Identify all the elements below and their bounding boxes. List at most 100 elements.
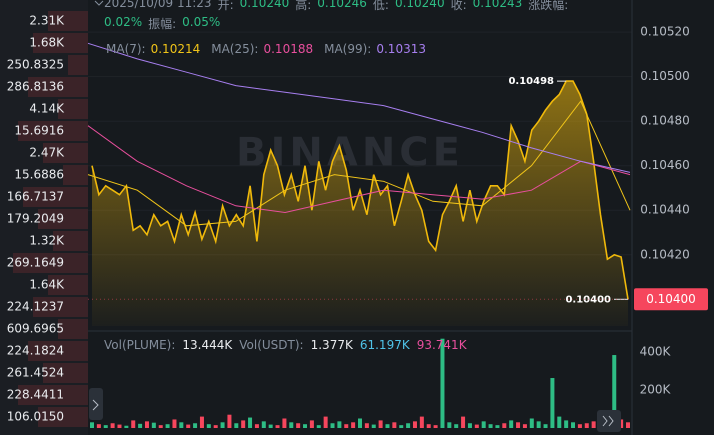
volume-bar [502, 423, 507, 428]
order-amount: 286.8136 [7, 80, 64, 94]
scroll-button[interactable] [597, 410, 621, 432]
volume-legend-item: Vol(PLUME): [104, 338, 176, 352]
volume-bar [461, 416, 466, 428]
volume-bar [399, 425, 404, 428]
volume-bar [323, 416, 328, 428]
value: 0.10246 [317, 0, 367, 10]
ma-legend: MA(7): 0.10214 MA(25): 0.10188 MA(99): 0.1031… [106, 42, 432, 56]
depth-bar [33, 297, 88, 317]
order-amount: 609.6965 [7, 322, 64, 336]
volume-bar [206, 424, 211, 428]
volume-bar [557, 416, 562, 428]
volume-bar [186, 424, 191, 428]
volume-bar [144, 421, 149, 428]
scroll-icon [602, 415, 614, 427]
depth-bar [13, 253, 88, 273]
volume-bar [371, 424, 376, 428]
volume-bar [474, 424, 479, 428]
volume-bar [577, 424, 582, 428]
order-amount: 15.6916 [14, 124, 64, 138]
volume-bar [103, 425, 108, 428]
volume-bar [124, 425, 129, 428]
volume-bar [275, 425, 280, 428]
volume-bar [330, 423, 335, 428]
volume-bar [626, 422, 630, 428]
volume-bar [316, 425, 321, 428]
depth-bar [18, 121, 88, 141]
volume-bar [90, 422, 94, 428]
order-amount: 179.2049 [7, 212, 64, 226]
expand-icon [92, 399, 99, 411]
volume-bar [385, 424, 390, 428]
price-area [92, 81, 628, 326]
depth-bar [43, 363, 88, 383]
volume-bar [447, 422, 452, 428]
collapse-icon[interactable] [94, 0, 104, 6]
volume-bar [96, 424, 101, 428]
y-tick-label: 0.10520 [640, 25, 690, 39]
depth-bar [43, 143, 88, 163]
order-amount: 228.4411 [7, 388, 64, 402]
label: 开: [217, 0, 234, 12]
volume-bar [227, 414, 232, 428]
volume-bar [296, 423, 301, 428]
order-amount: 2.47K [29, 146, 65, 160]
ma-label: MA(7): [106, 42, 146, 56]
order-amount: 106.0150 [7, 410, 64, 424]
depth-bar [38, 407, 88, 427]
depth-bar [53, 231, 88, 251]
volume-bar [193, 423, 198, 428]
volume-bar [213, 425, 218, 428]
volume-bar [529, 418, 534, 428]
volume-bar [488, 424, 493, 428]
volume-bar [467, 423, 472, 428]
volume-bar [344, 424, 349, 428]
ma-line [87, 42, 631, 173]
depth-bar [58, 319, 88, 339]
volume-legend: Vol(PLUME): 13.444K Vol(USDT): 1.377K 61.197… [104, 338, 467, 352]
depth-bar [33, 33, 88, 53]
depth-bar [68, 55, 88, 75]
depth-bar [48, 275, 88, 295]
order-amount: 166.7137 [7, 190, 64, 204]
volume-bar [571, 422, 576, 428]
depth-bar [28, 77, 88, 97]
order-amount: 224.1824 [7, 344, 64, 358]
ma-line [87, 125, 631, 214]
volume-bar [110, 423, 115, 428]
volume-bar [440, 338, 445, 428]
ma-line [87, 100, 631, 227]
volume-bar [406, 423, 411, 428]
ohlc-row-2: 0.02% 振幅: 0.05% [104, 15, 220, 32]
ma-value: 0.10214 [150, 42, 201, 56]
volume-bar [165, 424, 170, 428]
volume-bar [179, 422, 184, 428]
volume-bar [282, 418, 287, 428]
volume-bar [392, 422, 397, 428]
y-tick-label: 0.10440 [640, 203, 690, 217]
ma-value: 0.10313 [376, 42, 426, 56]
volume-bar [481, 421, 486, 428]
volume-bar [309, 420, 314, 428]
datetime: 2025/10/09 11:23 [104, 0, 212, 10]
y-tick-label: 0.10460 [640, 158, 690, 172]
volume-bar [364, 423, 369, 428]
order-amount: 2.31K [29, 14, 65, 28]
value: 0.10240 [394, 0, 445, 10]
volume-legend-item: 13.444K [182, 338, 233, 352]
value: 0.10243 [472, 0, 523, 10]
volume-bar [303, 424, 308, 428]
expand-button[interactable] [89, 388, 103, 420]
value: 0.05% [182, 15, 221, 29]
volume-bar [151, 422, 156, 428]
volume-bar [509, 420, 514, 428]
y-tick-label: 200K [640, 383, 672, 397]
volume-bar [454, 424, 459, 428]
volume-bar [584, 423, 589, 428]
price-line [91, 80, 629, 300]
label: 收: [450, 0, 467, 12]
volume-bar [117, 424, 122, 428]
volume-bar [131, 420, 136, 428]
volume-bar [248, 417, 253, 428]
